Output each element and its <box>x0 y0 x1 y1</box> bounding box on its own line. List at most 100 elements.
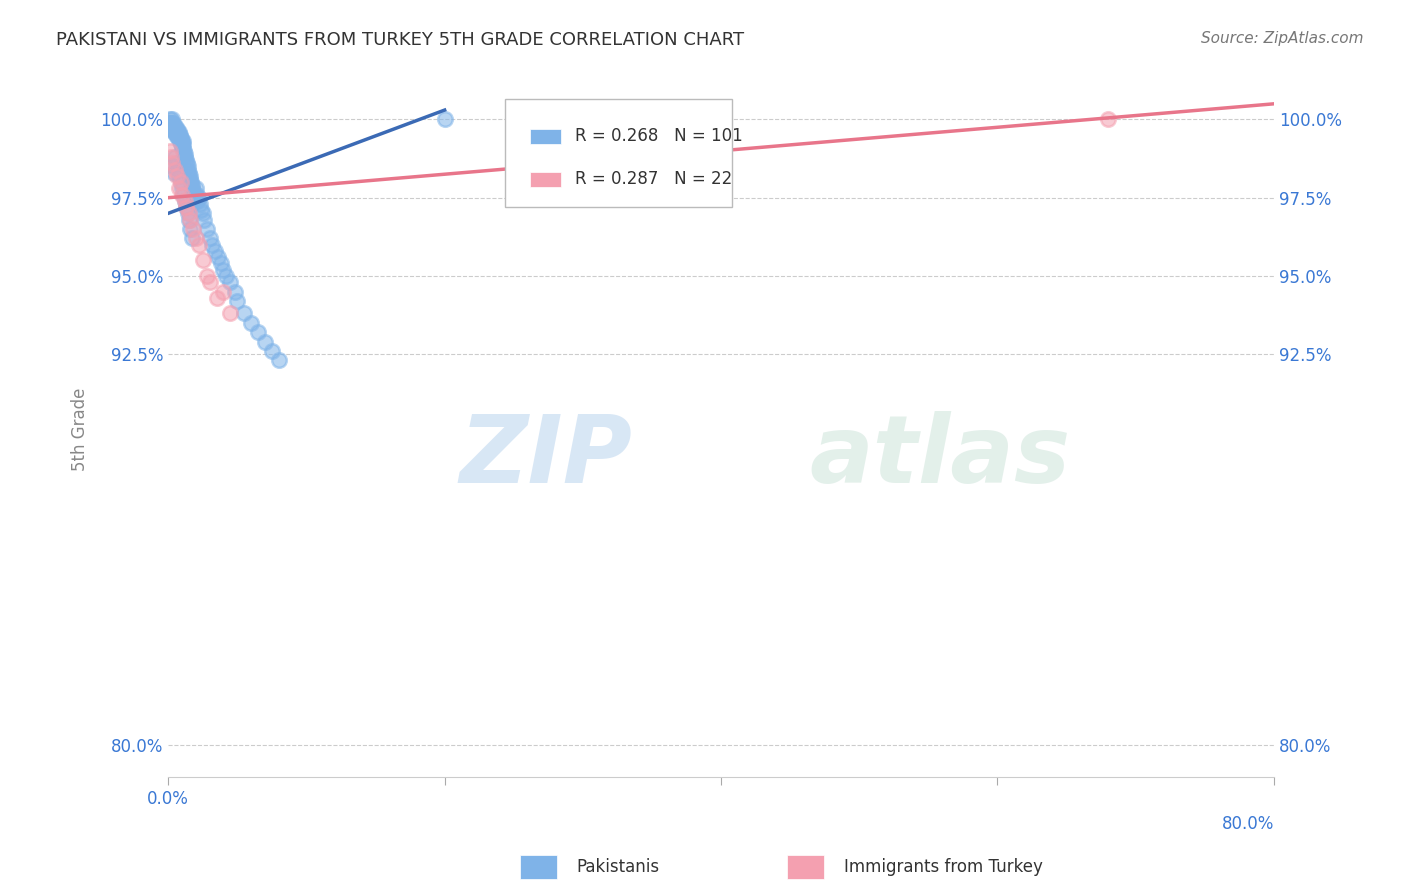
Point <box>180 178 202 193</box>
Point <box>157 119 180 133</box>
Point <box>184 194 207 208</box>
Point <box>169 134 191 148</box>
Point <box>186 194 208 208</box>
Point <box>170 137 193 152</box>
Point <box>174 150 197 164</box>
Point <box>169 169 191 183</box>
Point <box>167 128 190 142</box>
Point <box>169 181 191 195</box>
Point <box>198 275 221 289</box>
Point <box>159 144 181 158</box>
Point <box>433 112 456 127</box>
Point <box>165 162 187 177</box>
Point <box>162 119 184 133</box>
Point <box>184 231 207 245</box>
FancyBboxPatch shape <box>505 99 733 207</box>
Point <box>159 112 181 127</box>
Point <box>176 206 198 220</box>
Point <box>179 222 201 236</box>
Point <box>172 137 194 152</box>
Point <box>186 187 208 202</box>
Text: Pakistanis: Pakistanis <box>576 858 659 876</box>
Point <box>219 275 242 289</box>
Point <box>159 119 181 133</box>
Point <box>167 125 190 139</box>
Point <box>173 147 195 161</box>
Point <box>187 237 209 252</box>
Point <box>165 125 187 139</box>
Text: Source: ZipAtlas.com: Source: ZipAtlas.com <box>1201 31 1364 46</box>
Point <box>159 115 181 129</box>
Text: R = 0.268   N = 101: R = 0.268 N = 101 <box>575 128 742 145</box>
Point <box>166 169 188 183</box>
Point <box>162 119 184 133</box>
Point <box>169 175 191 189</box>
Point <box>173 144 195 158</box>
Point <box>165 121 187 136</box>
Point <box>179 169 201 183</box>
Point <box>179 212 201 227</box>
Point <box>212 262 235 277</box>
Point <box>173 194 195 208</box>
Point <box>157 115 180 129</box>
Point <box>170 181 193 195</box>
Point <box>212 285 235 299</box>
Point <box>201 237 224 252</box>
Point <box>170 134 193 148</box>
Point <box>267 353 290 368</box>
Point <box>177 162 200 177</box>
Point <box>184 181 207 195</box>
Point <box>219 306 242 320</box>
Point <box>224 285 246 299</box>
FancyBboxPatch shape <box>530 128 561 144</box>
Point <box>195 222 218 236</box>
Point <box>183 187 205 202</box>
Point <box>173 194 195 208</box>
Point <box>166 156 188 170</box>
Point <box>169 131 191 145</box>
Point <box>179 172 201 186</box>
Y-axis label: 5th Grade: 5th Grade <box>72 388 89 471</box>
Point <box>180 231 202 245</box>
Text: ZIP: ZIP <box>460 411 633 503</box>
Point <box>174 153 197 168</box>
Point <box>159 121 181 136</box>
Point <box>162 121 184 136</box>
Point <box>233 306 256 320</box>
Point <box>166 121 188 136</box>
Point <box>166 125 188 139</box>
Point <box>209 256 232 270</box>
Point <box>1097 112 1119 127</box>
Text: Immigrants from Turkey: Immigrants from Turkey <box>844 858 1042 876</box>
Point <box>187 191 209 205</box>
Point <box>247 325 270 339</box>
Point <box>176 160 198 174</box>
Point <box>160 119 183 133</box>
Point <box>253 334 276 349</box>
Point <box>240 316 263 330</box>
Point <box>170 137 193 152</box>
Point <box>205 291 228 305</box>
Point <box>191 206 214 220</box>
Point <box>162 115 184 129</box>
Point <box>188 197 211 211</box>
Point <box>207 250 229 264</box>
Point <box>169 175 191 189</box>
Point <box>165 119 187 133</box>
Point <box>163 125 186 139</box>
Point <box>169 131 191 145</box>
Point <box>181 181 204 195</box>
Point <box>162 160 184 174</box>
Point <box>166 125 188 139</box>
Point <box>174 200 197 214</box>
Point <box>177 212 200 227</box>
Point <box>160 112 183 127</box>
Point <box>226 293 249 308</box>
Point <box>176 156 198 170</box>
Point <box>165 150 187 164</box>
Text: 80.0%: 80.0% <box>1222 814 1274 833</box>
Point <box>163 166 186 180</box>
FancyBboxPatch shape <box>530 172 561 187</box>
Point <box>172 187 194 202</box>
Point <box>169 128 191 142</box>
